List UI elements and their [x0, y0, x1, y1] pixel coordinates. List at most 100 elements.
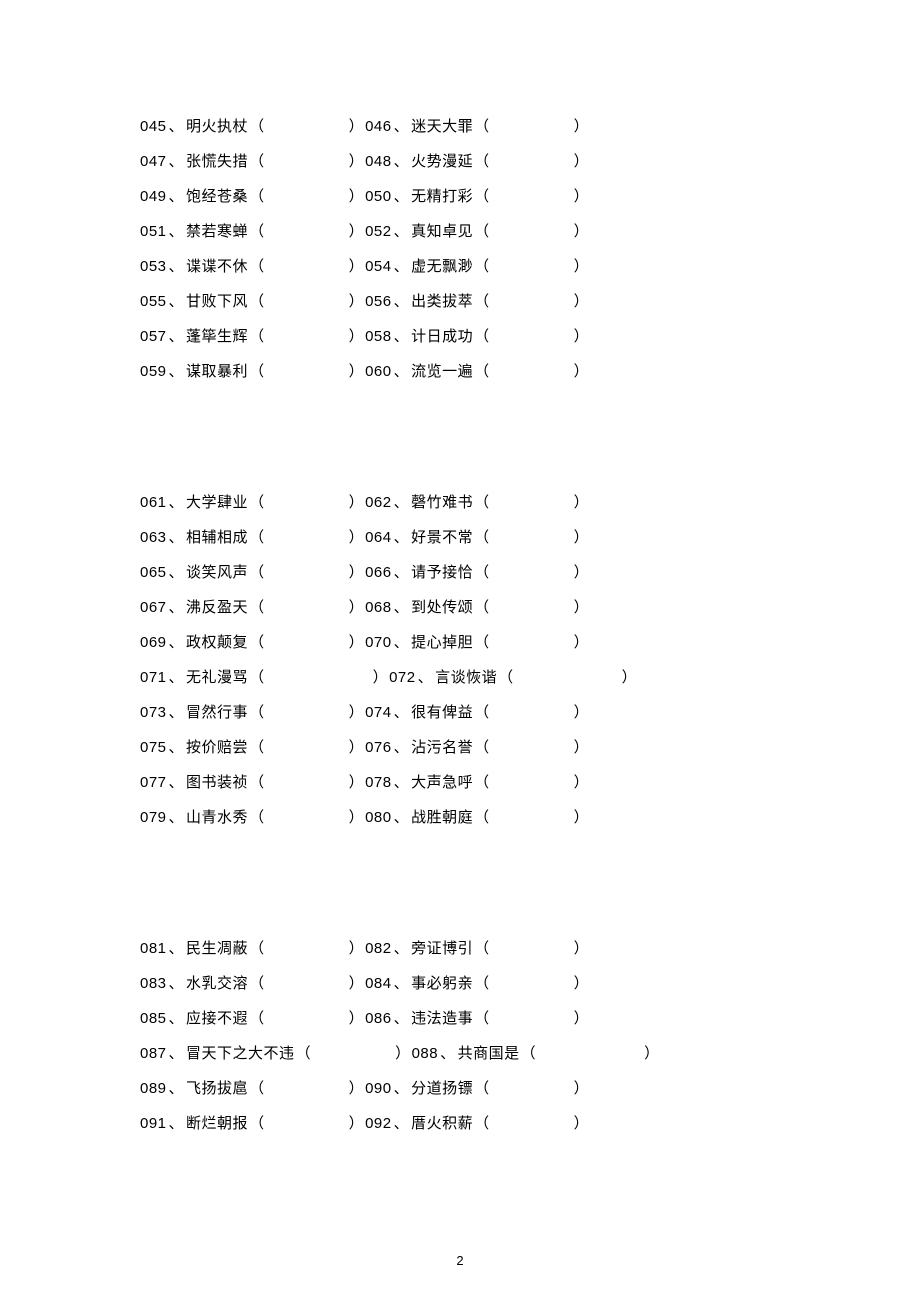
paren-close: ） — [574, 705, 590, 721]
item-number: 047 — [140, 153, 167, 170]
separator: 、 — [418, 670, 434, 686]
paren-close: ） — [574, 495, 590, 511]
exercise-row: 081、民生凋蔽（） 082、旁证博引（） — [140, 937, 780, 958]
paren-close: ） — [349, 1116, 365, 1132]
paren-open: （ — [474, 189, 490, 205]
exercise-item: 051、禁若寒蝉（） — [140, 220, 365, 241]
idiom-text: 水乳交溶 — [186, 976, 248, 992]
idiom-text: 饱经苍桑 — [186, 189, 248, 205]
idiom-text: 虚无飘渺 — [411, 259, 473, 275]
exercise-item: 077、图书装祯（） — [140, 771, 365, 792]
paren-open: （ — [474, 976, 490, 992]
separator: 、 — [169, 600, 185, 616]
separator: 、 — [169, 1116, 185, 1132]
paren-open: （ — [249, 364, 265, 380]
paren-open: （ — [249, 670, 265, 686]
item-number: 055 — [140, 293, 167, 310]
separator: 、 — [394, 224, 410, 240]
exercise-row: 059、谋取暴利（） 060、流览一遍（） — [140, 360, 780, 381]
item-number: 086 — [365, 1010, 392, 1027]
exercise-row: 087、冒天下之大不违（） 088、共商国是（） — [140, 1042, 780, 1063]
exercise-item: 045、明火执杖（） — [140, 115, 365, 136]
paren-close: ） — [349, 530, 365, 546]
idiom-text: 按价赔尝 — [186, 740, 248, 756]
paren-close: ） — [574, 635, 590, 651]
paren-close: ） — [349, 976, 365, 992]
paren-open: （ — [249, 810, 265, 826]
idiom-text: 无精打彩 — [411, 189, 473, 205]
idiom-text: 政权颠复 — [186, 635, 248, 651]
item-number: 072 — [389, 669, 416, 686]
paren-close: ） — [349, 565, 365, 581]
paren-open: （ — [474, 530, 490, 546]
item-number: 074 — [365, 704, 392, 721]
item-number: 081 — [140, 940, 167, 957]
exercise-item: 046、迷天大罪（） — [365, 115, 590, 136]
idiom-text: 蓬筚生辉 — [186, 329, 248, 345]
exercise-item: 047、张慌失措（） — [140, 150, 365, 171]
separator: 、 — [394, 530, 410, 546]
item-number: 066 — [365, 564, 392, 581]
separator: 、 — [169, 329, 185, 345]
exercise-row: 051、禁若寒蝉（） 052、真知卓见（） — [140, 220, 780, 241]
separator: 、 — [394, 775, 410, 791]
paren-open: （ — [249, 705, 265, 721]
paren-open: （ — [474, 119, 490, 135]
exercise-item: 049、饱经苍桑（） — [140, 185, 365, 206]
paren-open: （ — [521, 1046, 537, 1062]
paren-close: ） — [574, 294, 590, 310]
exercise-item: 057、蓬筚生辉（） — [140, 325, 365, 346]
exercise-item: 048、火势漫延（） — [365, 150, 590, 171]
separator: 、 — [169, 530, 185, 546]
idiom-text: 飞扬拔扈 — [186, 1081, 248, 1097]
exercise-item: 084、事必躬亲（） — [365, 972, 590, 993]
exercise-row: 049、饱经苍桑（） 050、无精打彩（） — [140, 185, 780, 206]
exercise-row: 085、应接不遐（） 086、违法造事（） — [140, 1007, 780, 1028]
paren-open: （ — [249, 1116, 265, 1132]
paren-close: ） — [349, 119, 365, 135]
paren-close: ） — [574, 941, 590, 957]
exercise-item: 066、请予接恰（） — [365, 561, 590, 582]
item-number: 071 — [140, 669, 167, 686]
separator: 、 — [440, 1046, 456, 1062]
exercise-row: 077、图书装祯（） 078、大声急呼（） — [140, 771, 780, 792]
paren-open: （ — [474, 810, 490, 826]
idiom-text: 战胜朝庭 — [411, 810, 473, 826]
exercise-row: 057、蓬筚生辉（） 058、计日成功（） — [140, 325, 780, 346]
separator: 、 — [169, 635, 185, 651]
separator: 、 — [169, 775, 185, 791]
separator: 、 — [169, 1011, 185, 1027]
item-number: 048 — [365, 153, 392, 170]
item-number: 087 — [140, 1045, 167, 1062]
separator: 、 — [169, 740, 185, 756]
paren-open: （ — [474, 1116, 490, 1132]
separator: 、 — [169, 670, 185, 686]
exercise-item: 081、民生凋蔽（） — [140, 937, 365, 958]
exercise-item: 079、山青水秀（） — [140, 806, 365, 827]
exercise-row: 071、无礼漫骂（） 072、言谈恢谐（） — [140, 666, 780, 687]
exercise-item: 089、飞扬拔扈（） — [140, 1077, 365, 1098]
paren-open: （ — [249, 635, 265, 651]
paren-open: （ — [474, 495, 490, 511]
paren-open: （ — [474, 1011, 490, 1027]
exercise-row: 089、飞扬拔扈（） 090、分道扬镖（） — [140, 1077, 780, 1098]
paren-open: （ — [249, 600, 265, 616]
exercise-item: 090、分道扬镖（） — [365, 1077, 590, 1098]
paren-close: ） — [644, 1046, 660, 1062]
paren-open: （ — [249, 976, 265, 992]
exercise-row: 053、谍谍不休（） 054、虚无飘渺（） — [140, 255, 780, 276]
separator: 、 — [169, 976, 185, 992]
exercise-item: 070、提心掉胆（） — [365, 631, 590, 652]
paren-close: ） — [349, 294, 365, 310]
idiom-text: 冒然行事 — [186, 705, 248, 721]
paren-close: ） — [574, 154, 590, 170]
exercise-item: 078、大声急呼（） — [365, 771, 590, 792]
paren-close: ） — [574, 259, 590, 275]
idiom-text: 提心掉胆 — [411, 635, 473, 651]
paren-close: ） — [574, 1081, 590, 1097]
idiom-text: 大学肆业 — [186, 495, 248, 511]
paren-close: ） — [574, 600, 590, 616]
item-number: 090 — [365, 1080, 392, 1097]
idiom-text: 好景不常 — [411, 530, 473, 546]
item-number: 084 — [365, 975, 392, 992]
